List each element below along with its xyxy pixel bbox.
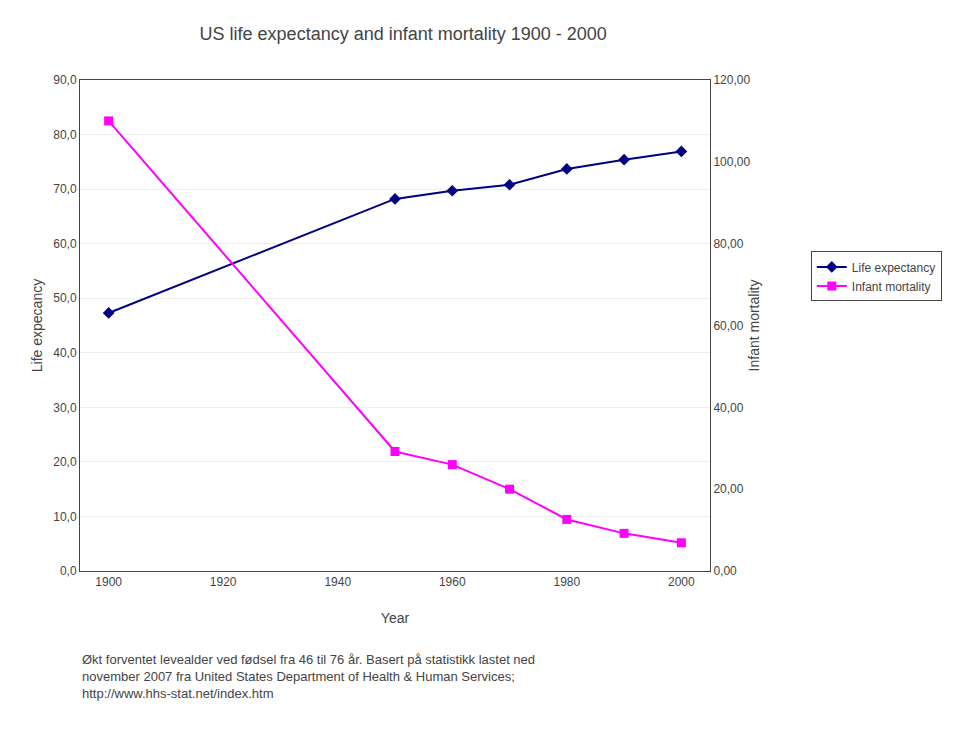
svg-text:90,0: 90,0 xyxy=(53,73,77,87)
svg-text:Økt forventet levealder ved fø: Økt forventet levealder ved fødsel fra 4… xyxy=(82,652,535,701)
svg-text:1940: 1940 xyxy=(324,575,351,589)
svg-text:0,00: 0,00 xyxy=(713,564,737,578)
svg-text:2000: 2000 xyxy=(668,575,695,589)
svg-text:1980: 1980 xyxy=(553,575,580,589)
svg-text:1900: 1900 xyxy=(95,575,122,589)
svg-text:Infant mortality: Infant mortality xyxy=(746,280,762,372)
svg-text:80,00: 80,00 xyxy=(713,237,743,251)
svg-text:Infant mortality: Infant mortality xyxy=(852,280,931,294)
svg-text:20,00: 20,00 xyxy=(713,482,743,496)
svg-text:30,0: 30,0 xyxy=(53,401,77,415)
svg-text:US life expectancy and infant: US life expectancy and infant mortality … xyxy=(200,24,607,44)
svg-text:60,00: 60,00 xyxy=(713,319,743,333)
svg-text:Life expecancy: Life expecancy xyxy=(29,279,45,372)
svg-text:120,00: 120,00 xyxy=(713,73,750,87)
svg-text:0,0: 0,0 xyxy=(60,564,77,578)
svg-text:80,0: 80,0 xyxy=(53,128,77,142)
svg-text:Year: Year xyxy=(381,610,410,626)
svg-text:10,0: 10,0 xyxy=(53,510,77,524)
svg-text:40,0: 40,0 xyxy=(53,346,77,360)
svg-text:1960: 1960 xyxy=(439,575,466,589)
svg-text:50,0: 50,0 xyxy=(53,291,77,305)
svg-text:70,0: 70,0 xyxy=(53,182,77,196)
svg-text:40,00: 40,00 xyxy=(713,401,743,415)
svg-text:100,00: 100,00 xyxy=(713,155,750,169)
svg-text:20,0: 20,0 xyxy=(53,455,77,469)
svg-text:Life expectancy: Life expectancy xyxy=(852,261,935,275)
svg-text:60,0: 60,0 xyxy=(53,237,77,251)
svg-text:1920: 1920 xyxy=(210,575,237,589)
